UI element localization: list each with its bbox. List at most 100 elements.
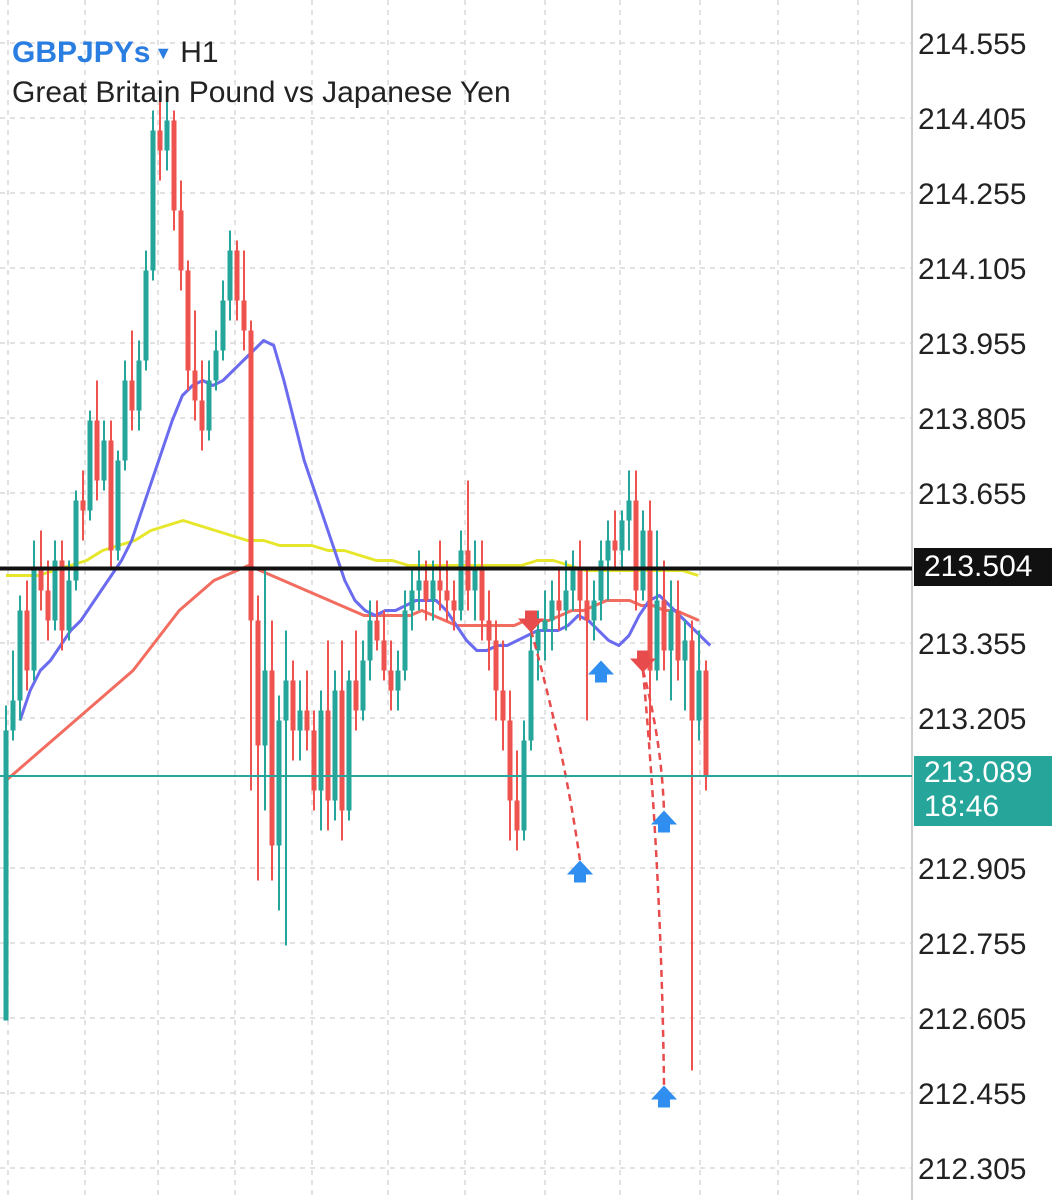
candle-body [493, 640, 499, 691]
candle-body [689, 640, 695, 721]
candle-body [101, 440, 107, 481]
candle-body [171, 120, 177, 211]
current-price-tag: 213.089 18:46 [914, 756, 1052, 826]
candle-body [94, 420, 100, 481]
candle-body [605, 540, 611, 561]
countdown-label: 18:46 [924, 790, 1000, 823]
candle-body [192, 370, 198, 401]
candle-body [325, 710, 331, 801]
buy-arrow-icon [651, 1085, 677, 1108]
candle-body [199, 400, 205, 431]
candle-body [80, 500, 86, 511]
candle-body [52, 560, 58, 621]
candle-body [556, 600, 562, 611]
trade-connector-line [641, 670, 666, 811]
price-tick-label: 212.455 [918, 1078, 1026, 1111]
candle-body [437, 580, 443, 591]
price-tick-label: 214.105 [918, 253, 1026, 286]
timeframe-label: H1 [180, 36, 219, 69]
candle-body [395, 670, 401, 691]
candle-body [388, 670, 394, 691]
candle-body [115, 460, 121, 551]
candle-body [185, 270, 191, 371]
ma-mid-line [5, 564, 700, 782]
candle-body [248, 330, 254, 621]
candle-body [269, 670, 275, 846]
candle-body [283, 680, 289, 721]
candle-body [458, 550, 464, 611]
candle-body [59, 560, 65, 631]
candle-body [178, 210, 184, 271]
candle-body [24, 610, 30, 671]
candle-body [38, 570, 44, 591]
candle-body [542, 620, 548, 631]
candles [3, 90, 709, 1071]
candle-body [584, 600, 590, 621]
candle-body [416, 580, 422, 591]
black-line-price-tag: 213.504 [914, 548, 1052, 586]
candle-body [157, 130, 163, 151]
candle-body [108, 440, 114, 551]
candle-body [696, 670, 702, 721]
candle-body [479, 570, 485, 621]
candle-body [507, 720, 513, 801]
candle-body [150, 130, 156, 271]
candle-body [66, 580, 72, 631]
candle-body [430, 580, 436, 601]
candle-body [276, 720, 282, 846]
price-tick-label: 213.355 [918, 628, 1026, 661]
candle-body [619, 520, 625, 551]
price-tick-label: 213.655 [918, 478, 1026, 511]
candle-body [612, 540, 618, 551]
price-tick-label: 214.555 [918, 28, 1026, 61]
candle-body [3, 730, 9, 1021]
candle-body [318, 710, 324, 791]
trade-signals [518, 610, 677, 1108]
trade-connector-line [529, 630, 582, 861]
candle-body [514, 800, 520, 831]
sell-arrow-icon [518, 610, 544, 633]
candle-body [472, 570, 478, 591]
current-price-label: 213.089 [924, 756, 1033, 789]
price-tick-label: 212.905 [918, 853, 1026, 886]
candle-body [241, 300, 247, 331]
candle-body [451, 600, 457, 611]
candle-body [129, 380, 135, 411]
candle-body [703, 670, 709, 776]
candle-body [591, 600, 597, 621]
candle-body [675, 610, 681, 661]
candle-body [255, 620, 261, 746]
price-tick-label: 213.955 [918, 328, 1026, 361]
chevron-down-icon[interactable]: ▼ [154, 42, 173, 63]
trade-connector-line [641, 670, 666, 1086]
buy-arrow-icon [588, 660, 614, 683]
chart-header[interactable]: GBPJPYs ▼ H1 [12, 36, 219, 70]
candle-body [521, 740, 527, 831]
buy-arrow-icon [567, 860, 593, 883]
candle-body [87, 420, 93, 511]
candle-body [136, 360, 142, 411]
sell-arrow-icon [630, 650, 656, 673]
candle-body [626, 500, 632, 521]
candle-body [682, 640, 688, 661]
horizontal-lines [0, 566, 912, 777]
symbol-label[interactable]: GBPJPYs [12, 36, 151, 69]
candle-body [346, 680, 352, 811]
candle-body [122, 380, 128, 461]
candle-body [213, 350, 219, 381]
candle-body [577, 570, 583, 601]
candle-body [409, 590, 415, 611]
candle-body [73, 500, 79, 581]
candle-body [311, 730, 317, 791]
candle-body [45, 590, 51, 621]
candle-body [31, 570, 37, 671]
price-tick-label: 213.805 [918, 403, 1026, 436]
candle-body [227, 250, 233, 301]
candle-body [500, 690, 506, 721]
candle-body [640, 530, 646, 591]
candle-body [304, 710, 310, 731]
candle-body [10, 700, 16, 731]
price-tick-label: 212.305 [918, 1153, 1026, 1186]
candle-body [381, 640, 387, 671]
